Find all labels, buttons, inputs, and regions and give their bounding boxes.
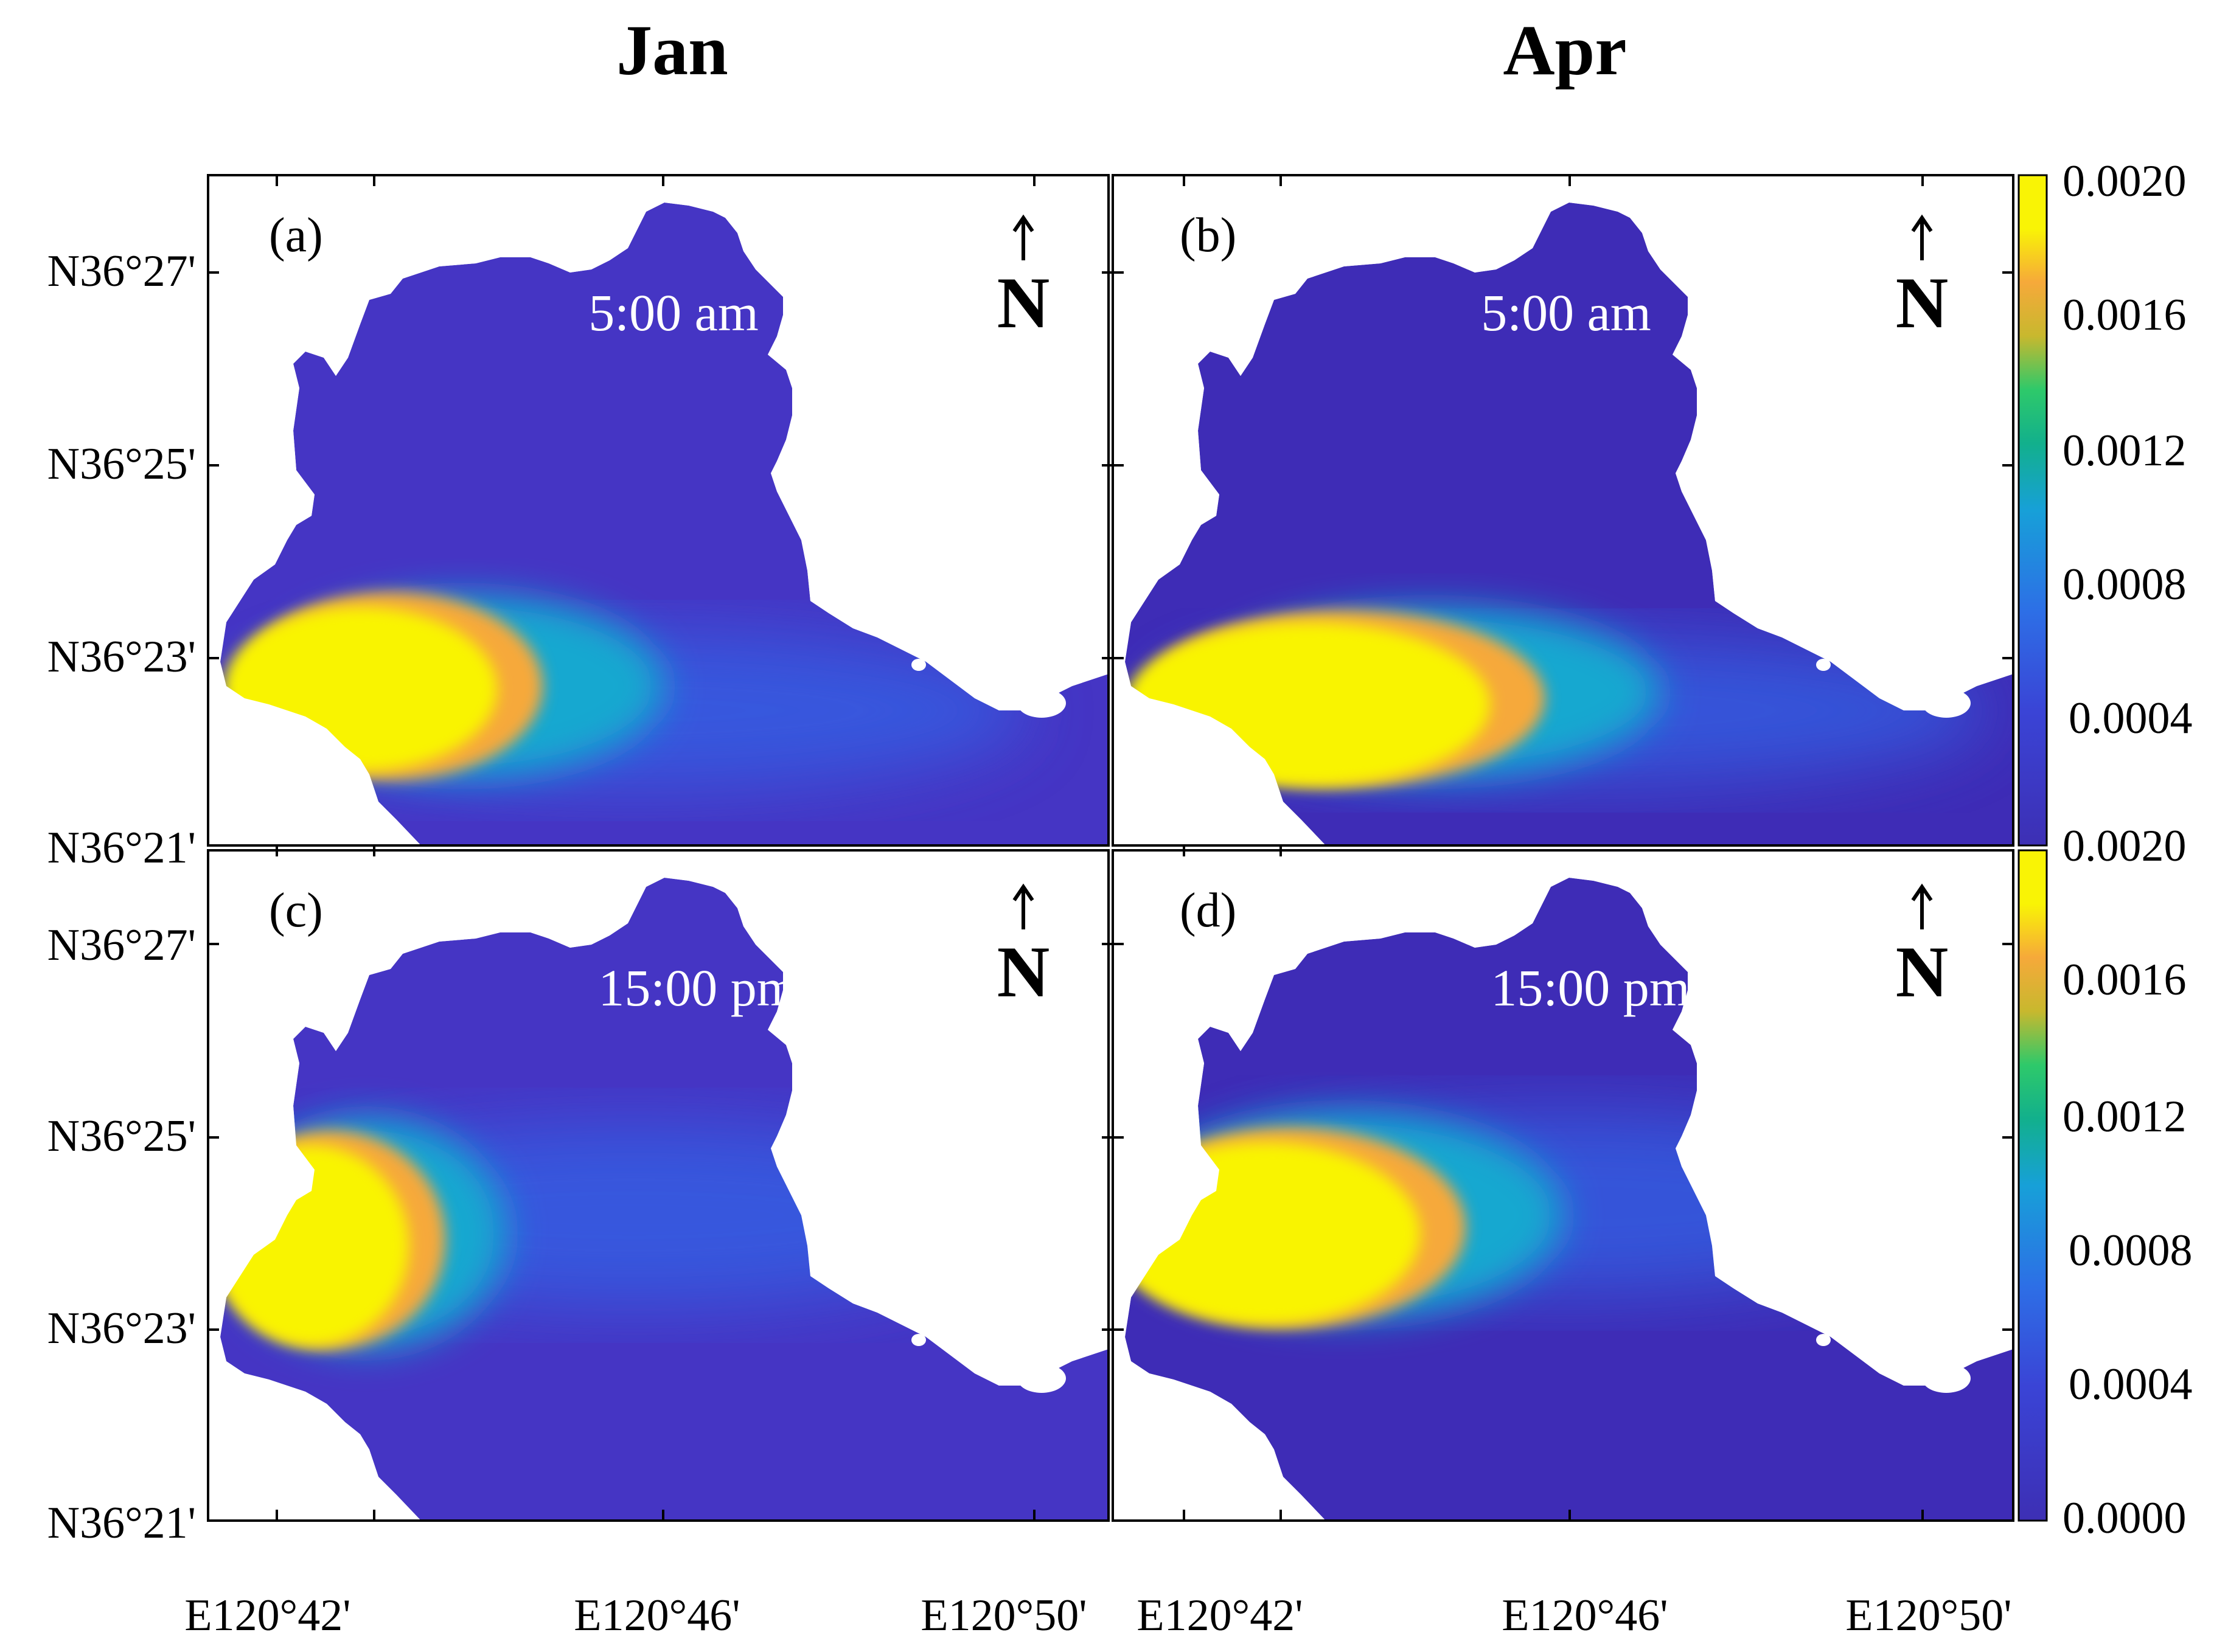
colorbar-label: 0.0000 [2063, 1493, 2187, 1543]
north-arrow-icon: N [997, 883, 1050, 1012]
panel-label: (c) [269, 884, 323, 937]
colorbar-label: 0.0008 [2063, 560, 2187, 609]
north-letter: N [997, 931, 1050, 1012]
x-tick-labels: E120°42' E120°46' E120°50' E120°42' E120… [184, 1591, 2011, 1640]
panel-label: (a) [269, 209, 323, 262]
x-tick-label: E120°50' [1845, 1591, 2011, 1640]
panel-d: (d) 15:00 pm N [1112, 849, 2014, 1522]
panel-label: (d) [1180, 884, 1236, 937]
colorbar-label: 0.0012 [2063, 426, 2187, 476]
colorbar-label: 0.0020 [2063, 821, 2187, 871]
panel-time: 15:00 pm [1491, 959, 1690, 1017]
colorbar-label: 0.0008 [2069, 1226, 2193, 1275]
colorbar-label: 0.0016 [2063, 955, 2187, 1005]
panel-time: 15:00 pm [598, 959, 797, 1017]
column-title-jan: Jan [616, 10, 728, 90]
y-tick-label: N36°23' [47, 632, 196, 682]
colorbar-label: 0.0004 [2069, 693, 2193, 743]
north-arrow-icon: N [997, 214, 1050, 343]
panel-b: (b) 5:00 am N [1112, 174, 2014, 847]
y-tick-label: N36°27' [47, 246, 196, 296]
north-letter: N [997, 262, 1050, 343]
panel-label: (b) [1180, 209, 1236, 262]
colorbar-label: 0.0004 [2069, 1359, 2193, 1409]
panel-c: (c) 15:00 pm N [207, 849, 1110, 1522]
colorbar-label: 0.0012 [2063, 1092, 2187, 1142]
colorbar-top: 0.0020 0.0016 0.0012 0.0008 0.0004 [2017, 156, 2193, 847]
north-letter: N [1896, 262, 1949, 343]
colorbar-label: 0.0020 [2063, 156, 2187, 206]
y-tick-label: N36°21' [47, 1498, 196, 1548]
north-arrow-icon: N [1896, 883, 1949, 1012]
tick-marks [208, 175, 2013, 1522]
x-tick-label: E120°46' [1502, 1591, 1668, 1640]
north-arrow-icon: N [1896, 214, 1949, 343]
colorbar-label: 0.0016 [2063, 290, 2187, 340]
x-tick-label: E120°46' [574, 1591, 740, 1640]
y-tick-label: N36°27' [47, 920, 196, 970]
y-tick-labels: N36°27' N36°25' N36°23' N36°21' N36°27' … [47, 246, 196, 1548]
panel-time: 5:00 am [1481, 283, 1651, 342]
x-tick-label: E120°50' [921, 1591, 1087, 1640]
colorbar-bottom: 0.0020 0.0016 0.0012 0.0008 0.0004 0.000… [2017, 821, 2193, 1543]
north-letter: N [1896, 931, 1949, 1012]
y-tick-label: N36°23' [47, 1303, 196, 1353]
panel-time: 5:00 am [588, 283, 758, 342]
panel-a: (a) 5:00 am N [207, 174, 1110, 847]
x-tick-label: E120°42' [1137, 1591, 1303, 1640]
x-tick-label: E120°42' [184, 1591, 350, 1640]
column-title-apr: Apr [1503, 10, 1627, 90]
y-tick-label: N36°21' [47, 823, 196, 873]
y-tick-label: N36°25' [47, 439, 196, 489]
y-tick-label: N36°25' [47, 1111, 196, 1161]
